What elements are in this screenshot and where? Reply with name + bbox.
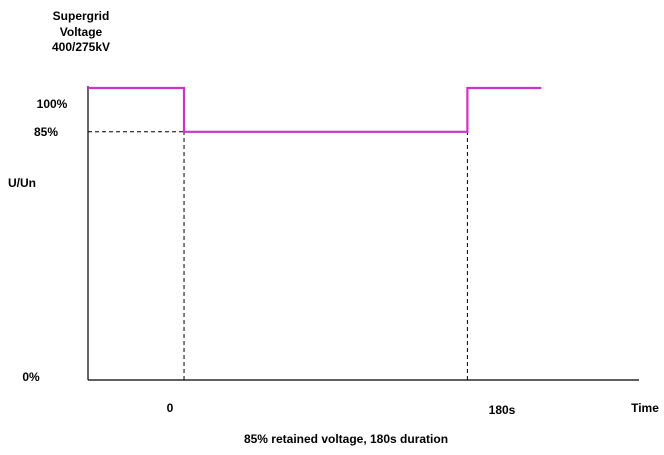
chart-caption: 85% retained voltage, 180s duration [244,432,448,446]
x-tick-label-0: 0 [167,401,174,415]
series-group [88,86,542,133]
x-axis-label: Time [631,401,659,415]
y-axis-title-line-2: Voltage [60,25,103,39]
y-axis-label: U/Un [8,176,36,190]
reference-lines [88,131,468,380]
y-tick-label-85: 85% [34,125,58,139]
y-tick-label-0: 0% [22,370,40,384]
x-tick-label-180s: 180s [489,403,516,417]
y-axis-title: Supergrid Voltage 400/275kV [52,9,110,54]
y-axis-title-line-3: 400/275kV [52,40,110,54]
voltage-series-line-0 [88,86,542,133]
y-tick-label-100: 100% [37,97,68,111]
y-axis-title-line-1: Supergrid [53,9,110,23]
